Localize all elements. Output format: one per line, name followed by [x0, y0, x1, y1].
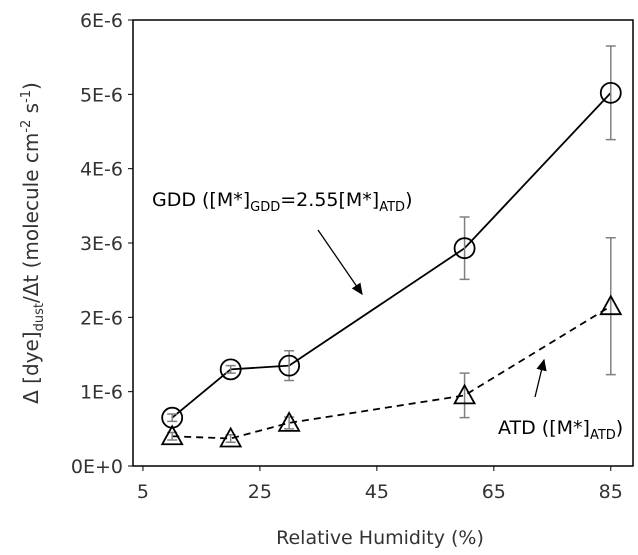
- series-line: [172, 305, 612, 440]
- y-label-part: s: [19, 103, 43, 120]
- y-tick-label: 5E-6: [80, 84, 123, 106]
- error-bar: [225, 364, 236, 374]
- error-bar: [284, 416, 295, 430]
- annotation-part: ATD ([M*]: [498, 417, 590, 439]
- y-tick-label: 0E+0: [71, 456, 123, 478]
- marker: [277, 411, 301, 432]
- error-bar: [605, 237, 616, 376]
- y-label-part: Δ [dye]: [19, 331, 43, 403]
- error-bar: [459, 216, 470, 281]
- series-line: [171, 92, 612, 419]
- error-bar: [605, 45, 616, 141]
- y-tick-label: 4E-6: [80, 159, 123, 181]
- plot-frame: [132, 19, 634, 467]
- annotation: ATD ([M*]ATD): [498, 417, 623, 443]
- annotation-sub: ATD: [590, 428, 616, 443]
- marker: [453, 383, 477, 405]
- y-tick-label: 3E-6: [80, 233, 123, 255]
- annotation-part: =2.55[M*]: [280, 189, 379, 211]
- annotation-part: ): [405, 189, 412, 211]
- annotation-arrow: [534, 358, 547, 398]
- error-bar: [459, 372, 470, 419]
- annotation-sub: GDD: [250, 200, 280, 215]
- y-label-sup: -2: [19, 120, 34, 133]
- marker: [278, 354, 301, 377]
- x-axis-label: Relative Humidity (%): [276, 527, 484, 549]
- annotation-part: GDD ([M*]: [152, 189, 250, 211]
- y-tick-label: 1E-6: [80, 382, 123, 404]
- y-label-sup: -1: [19, 90, 34, 103]
- y-tick-label: 2E-6: [80, 307, 123, 329]
- marker: [453, 237, 476, 260]
- marker: [219, 426, 243, 448]
- error-bar: [167, 413, 178, 423]
- x-tick-label: 85: [599, 481, 623, 503]
- x-tick-label: 45: [365, 481, 389, 503]
- y-label-part: ): [19, 82, 43, 90]
- annotation-sub: ATD: [379, 200, 405, 215]
- marker: [219, 358, 242, 381]
- marker: [599, 81, 622, 104]
- x-tick-label: 65: [482, 481, 506, 503]
- y-tick-label: 6E-6: [80, 10, 123, 32]
- y-label-part: /Δt (molecule cm: [19, 133, 43, 303]
- marker: [160, 424, 184, 446]
- annotation-arrow: [317, 229, 363, 296]
- x-tick-label: 5: [137, 481, 149, 503]
- x-tick-label: 25: [248, 481, 272, 503]
- annotation: GDD ([M*]GDD=2.55[M*]ATD): [152, 189, 412, 215]
- annotation-part: ): [616, 417, 623, 439]
- y-axis-label: Δ [dye]dust/Δt (molecule cm-2 s-1): [19, 82, 47, 404]
- marker: [599, 294, 623, 316]
- y-label-sub: dust: [32, 303, 47, 331]
